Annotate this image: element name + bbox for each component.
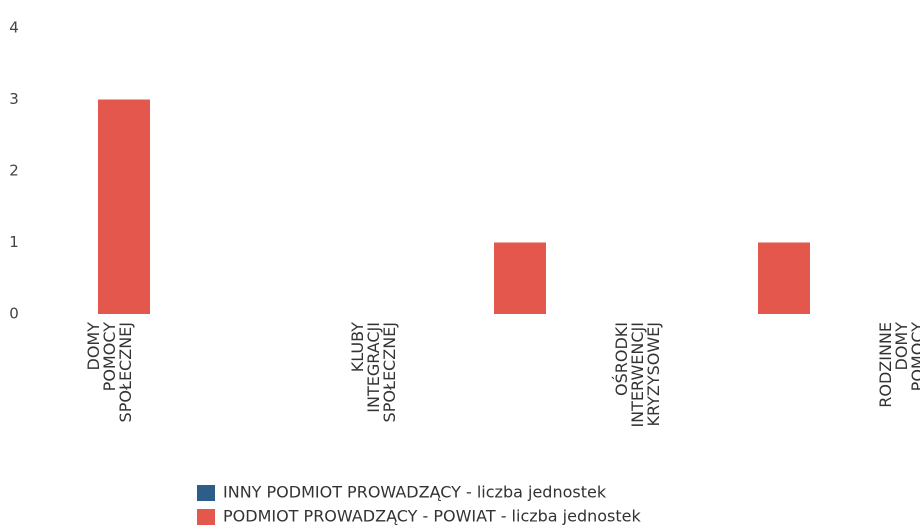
- y-tick-label: 1: [9, 233, 19, 251]
- legend-swatch: [197, 485, 215, 501]
- y-tick-label: 4: [9, 19, 19, 37]
- bar: [98, 99, 150, 314]
- legend-label: PODMIOT PROWADZĄCY - POWIAT - liczba jed…: [223, 507, 642, 526]
- y-tick-label: 2: [9, 162, 19, 180]
- bar: [494, 242, 546, 314]
- bar: [758, 242, 810, 314]
- x-tick-label: KLUBYINTEGRACJISPOŁECZNEJ: [348, 322, 399, 423]
- y-tick-label: 0: [9, 305, 19, 323]
- legend-label: INNY PODMIOT PROWADZĄCY - liczba jednost…: [223, 483, 607, 502]
- x-tick-label: OŚRODKIINTERWENCJIKRYZYSOWEJ: [612, 322, 663, 428]
- legend-swatch: [197, 509, 215, 525]
- x-tick-label: DOMYPOMOCYSPOŁECZNEJ: [84, 322, 135, 423]
- x-tick-label: RODZINNEDOMYPOMOCY: [876, 322, 920, 408]
- y-tick-label: 3: [9, 90, 19, 108]
